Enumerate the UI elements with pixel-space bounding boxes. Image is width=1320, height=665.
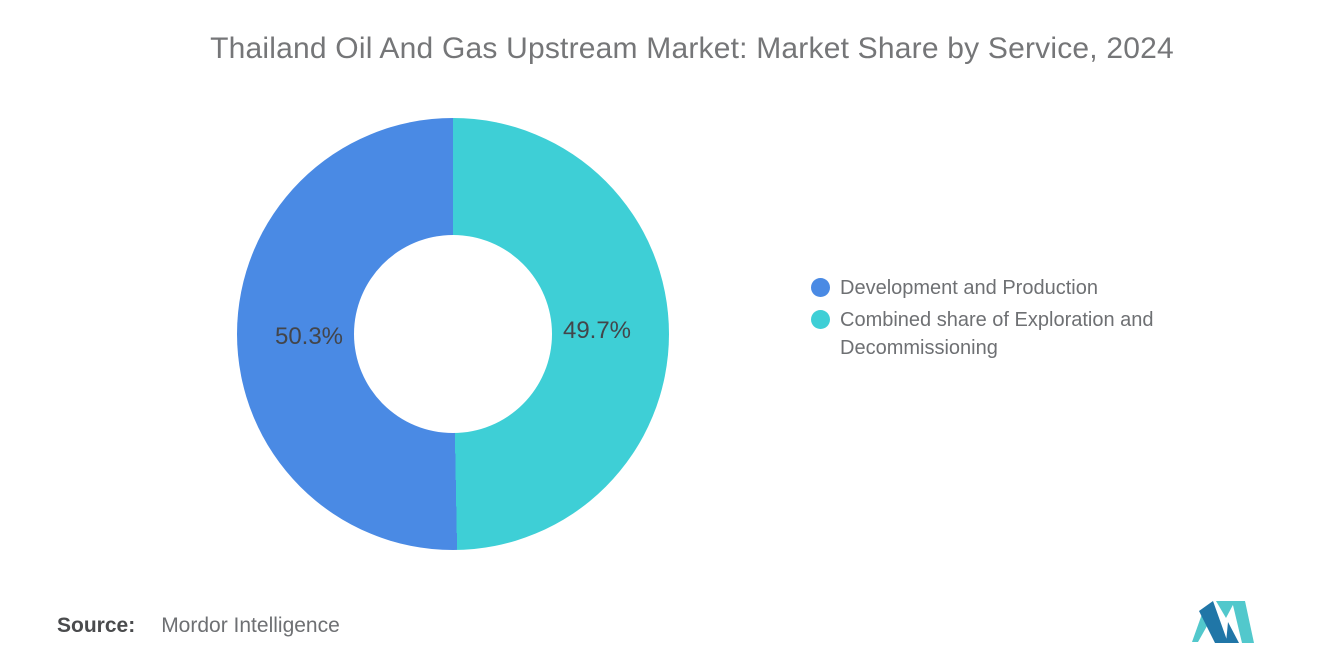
logo-shape-blue-band — [1199, 601, 1228, 643]
legend-item-label: Development and Production — [840, 277, 1098, 299]
legend-marker-teal-circle-icon — [811, 310, 830, 329]
donut-chart[interactable]: 50.3% 49.7% — [237, 118, 669, 550]
logo-shape-blue-tri — [1226, 622, 1239, 643]
mordor-intelligence-logo — [1192, 601, 1254, 643]
source-line: Source: Mordor Intelligence — [57, 614, 340, 638]
chart-legend: Development and Production Combined shar… — [811, 274, 1205, 366]
logo-shape-teal-middle — [1216, 601, 1235, 618]
source-label: Source: — [57, 614, 136, 637]
logo-shape-teal-right — [1232, 601, 1254, 643]
logo-shape-teal-left — [1192, 614, 1207, 642]
legend-item-development-and-production[interactable]: Development and Production — [811, 274, 1205, 302]
source-value: Mordor Intelligence — [161, 614, 340, 637]
slice-label-exploration-and-decommissioning: 49.7% — [562, 317, 632, 344]
legend-item-exploration-and-decommissioning[interactable]: Combined share of Exploration and Decomm… — [811, 306, 1205, 362]
donut-hole — [354, 235, 552, 433]
chart-title: Thailand Oil And Gas Upstream Market: Ma… — [210, 32, 1174, 65]
slice-label-development-and-production: 50.3% — [274, 323, 344, 350]
legend-marker-blue-circle-icon — [811, 278, 830, 297]
legend-item-label: Combined share of Exploration and Decomm… — [840, 309, 1154, 359]
